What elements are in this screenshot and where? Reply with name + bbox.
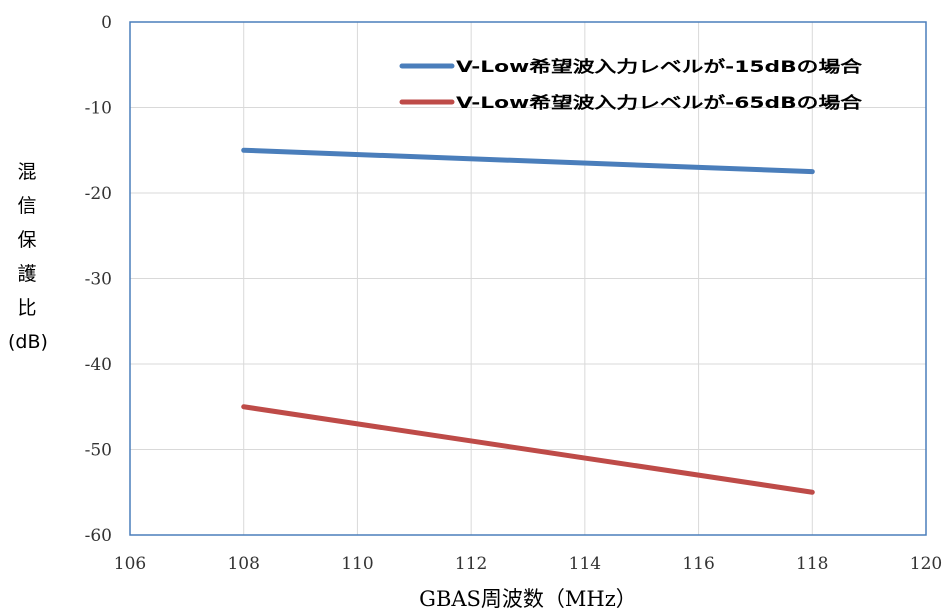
y-axis-title-unit: (dB) — [8, 331, 48, 353]
x-tick-label: 118 — [796, 554, 828, 574]
series-line — [241, 147, 815, 175]
legend: V-Low希望波入力レベルが-15dBの場合 V-Low希望波入力レベルが-65d… — [399, 57, 863, 112]
y-tick-label: -20 — [85, 184, 112, 204]
series-line — [241, 404, 815, 495]
x-tick-labels: 106 108 110 112 114 116 118 120 — [114, 554, 942, 574]
y-axis-title-char: 信 — [17, 195, 37, 217]
y-axis-title-char: 保 — [17, 229, 37, 251]
y-tick-label: 0 — [101, 13, 112, 33]
legend-label: V-Low希望波入力レベルが-65dBの場合 — [456, 93, 863, 112]
x-tick-label: 116 — [682, 554, 714, 574]
series-lines — [241, 147, 815, 495]
x-tick-label: 106 — [114, 554, 146, 574]
y-tick-label: -40 — [85, 355, 112, 375]
y-tick-label: -60 — [85, 526, 112, 546]
x-tick-label: 112 — [455, 554, 487, 574]
x-tick-label: 120 — [910, 554, 942, 574]
x-tick-label: 108 — [227, 554, 259, 574]
y-tick-label: -10 — [85, 99, 112, 119]
y-axis-title-char: 護 — [17, 263, 37, 285]
plot-area-frame — [129, 21, 927, 536]
x-tick-label: 114 — [569, 554, 601, 574]
legend-label: V-Low希望波入力レベルが-15dBの場合 — [456, 57, 863, 76]
y-axis-title: 混 信 保 護 比 (dB) — [8, 155, 48, 359]
x-tick-label: 110 — [341, 554, 373, 574]
y-axis-title-char: 混 — [17, 161, 37, 183]
y-tick-label: -50 — [85, 441, 112, 461]
x-axis-title: GBAS周波数（MHz） — [419, 587, 637, 611]
y-tick-label: -30 — [85, 270, 112, 290]
y-axis-title-char: 比 — [17, 297, 37, 319]
y-tick-labels: 0 -10 -20 -30 -40 -50 -60 — [85, 13, 112, 546]
